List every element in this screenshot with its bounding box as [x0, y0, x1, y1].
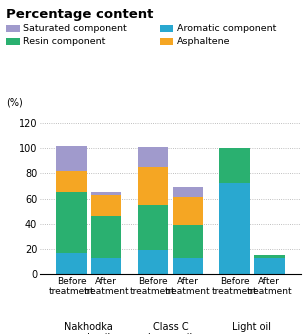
Bar: [254, 258, 285, 274]
Bar: [91, 192, 122, 195]
Bar: [138, 250, 168, 274]
Text: Asphaltene: Asphaltene: [177, 37, 230, 46]
Bar: [56, 146, 87, 171]
Bar: [138, 205, 168, 250]
Bar: [173, 187, 203, 197]
Bar: [219, 183, 250, 274]
Bar: [138, 167, 168, 205]
Text: Resin component: Resin component: [23, 37, 105, 46]
Bar: [173, 225, 203, 258]
Bar: [56, 253, 87, 274]
Text: Nakhodka
crude oil: Nakhodka crude oil: [64, 322, 113, 334]
Bar: [56, 171, 87, 192]
Bar: [91, 216, 122, 258]
Bar: [91, 195, 122, 216]
Text: Light oil: Light oil: [232, 322, 271, 332]
Bar: [173, 197, 203, 225]
Text: Aromatic component: Aromatic component: [177, 24, 276, 33]
Text: Class C
heavy oil: Class C heavy oil: [148, 322, 192, 334]
Bar: [56, 192, 87, 253]
Bar: [91, 258, 122, 274]
Text: Saturated component: Saturated component: [23, 24, 127, 33]
Bar: [138, 147, 168, 167]
Bar: [173, 258, 203, 274]
Text: (%): (%): [6, 98, 23, 108]
Text: Percentage content: Percentage content: [6, 8, 154, 21]
Bar: [219, 148, 250, 183]
Bar: [254, 255, 285, 258]
